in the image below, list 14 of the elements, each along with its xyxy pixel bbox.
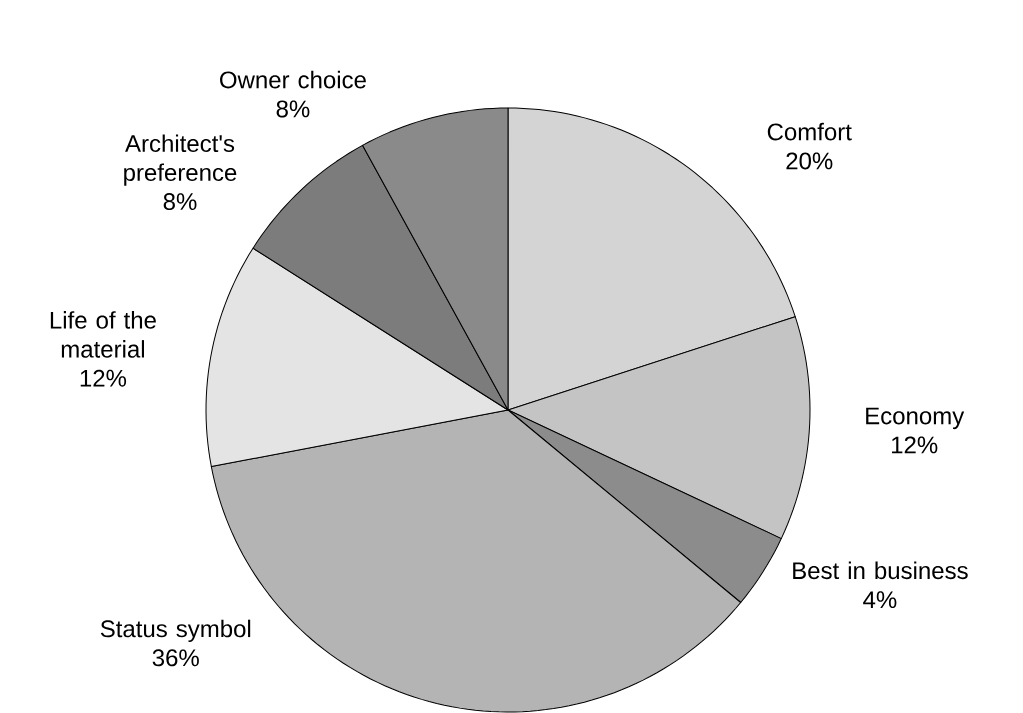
slice-label: Architect's preference — [124, 134, 237, 186]
slice-label: Life of the material — [50, 311, 156, 358]
slice-label: Owner choice — [220, 70, 366, 89]
data-label: 8% — [276, 100, 310, 118]
data-label: 12% — [80, 369, 127, 387]
slice-label: Economy — [866, 407, 965, 430]
data-label: 4% — [863, 591, 897, 609]
data-label: 36% — [152, 649, 199, 667]
slice-label: Comfort — [767, 122, 852, 141]
data-label: 8% — [163, 193, 197, 211]
data-label: 12% — [892, 436, 938, 454]
slice-label: Status symbol — [100, 619, 251, 643]
slice-label: Best in business — [793, 561, 968, 580]
data-label: 20% — [786, 152, 833, 170]
